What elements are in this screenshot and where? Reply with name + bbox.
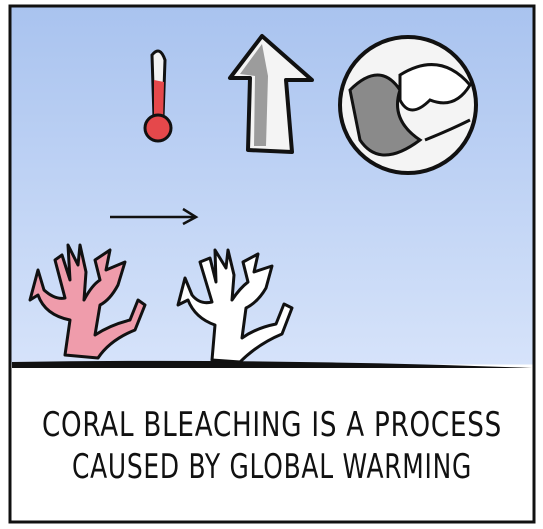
caption-line: CORAL BLEACHING IS A PROCESS xyxy=(42,405,502,445)
comic-panel: CORAL BLEACHING IS A PROCESS CAUSED BY G… xyxy=(0,0,543,529)
page: CORAL BLEACHING IS A PROCESS CAUSED BY G… xyxy=(0,0,543,529)
globe xyxy=(340,37,476,173)
caption-line: CAUSED BY GLOBAL WARMING xyxy=(72,447,472,487)
